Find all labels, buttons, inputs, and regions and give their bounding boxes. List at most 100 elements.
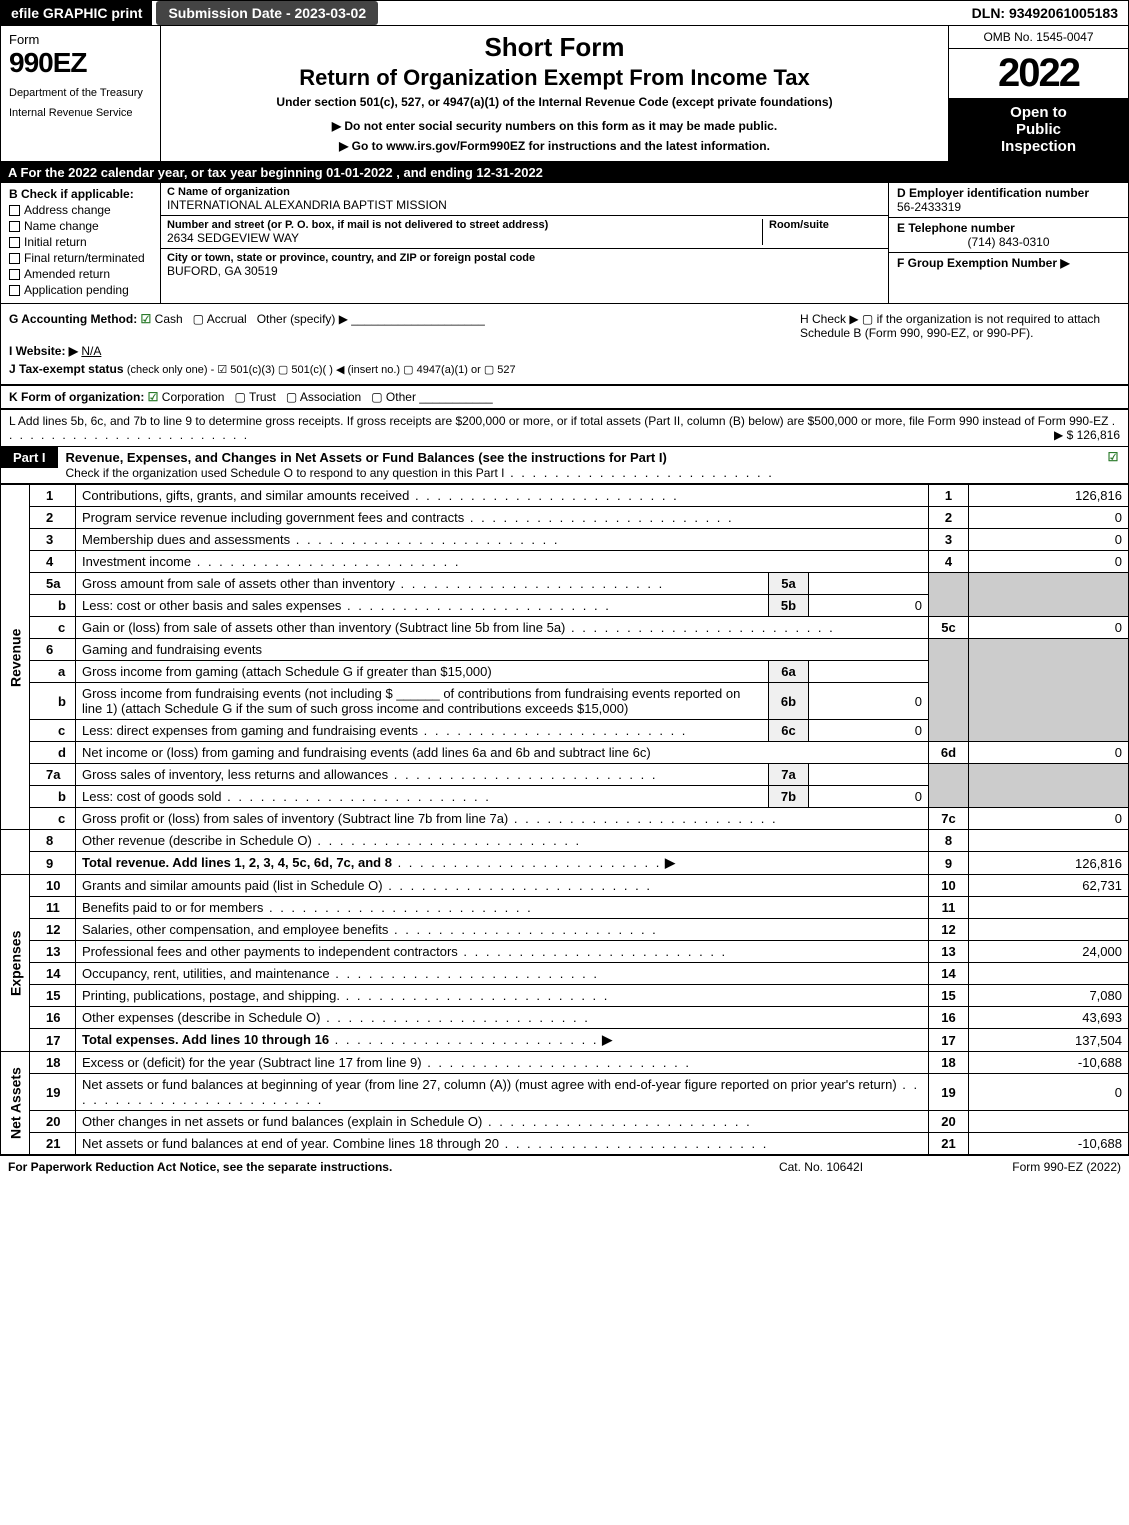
line-3-rval: 0 bbox=[969, 529, 1129, 551]
footer-paperwork: For Paperwork Reduction Act Notice, see … bbox=[8, 1160, 721, 1174]
netassets-side-label: Net Assets bbox=[1, 1052, 30, 1155]
col-def: D Employer identification number 56-2433… bbox=[888, 183, 1128, 303]
line-10-rnum: 10 bbox=[929, 875, 969, 897]
line-8-desc: Other revenue (describe in Schedule O) bbox=[76, 830, 929, 852]
form-id-block: Form 990EZ Department of the Treasury In… bbox=[1, 26, 161, 161]
dln: DLN: 93492061005183 bbox=[962, 1, 1128, 25]
line-9-arrow-icon: ▶ bbox=[665, 855, 675, 870]
header-right-col: OMB No. 1545-0047 2022 Open to Public In… bbox=[948, 26, 1128, 161]
line-7c-rval: 0 bbox=[969, 808, 1129, 830]
cb-address-change-label: Address change bbox=[24, 203, 111, 217]
line-5-shade bbox=[929, 573, 969, 617]
g-accrual: Accrual bbox=[207, 312, 247, 326]
line-12-desc: Salaries, other compensation, and employ… bbox=[76, 919, 929, 941]
g-label: G Accounting Method: bbox=[9, 312, 137, 326]
line-10-desc: Grants and similar amounts paid (list in… bbox=[76, 875, 929, 897]
cb-initial-return-label: Initial return bbox=[24, 235, 87, 249]
line-12-rval bbox=[969, 919, 1129, 941]
city-row: City or town, state or province, country… bbox=[161, 249, 888, 281]
line-17-rnum: 17 bbox=[929, 1029, 969, 1052]
org-name-label: C Name of organization bbox=[167, 186, 882, 198]
cb-final-return-label: Final return/terminated bbox=[24, 251, 145, 265]
footer-catno: Cat. No. 10642I bbox=[721, 1160, 921, 1174]
lines-g-to-l: G Accounting Method: ☑ Cash ▢ Accrual Ot… bbox=[0, 304, 1129, 385]
cb-amended-return[interactable]: Amended return bbox=[9, 267, 152, 281]
line-3-num: 3 bbox=[30, 529, 76, 551]
g-cash-check-icon: ☑ bbox=[141, 312, 152, 326]
part-1-title: Revenue, Expenses, and Changes in Net As… bbox=[58, 447, 1098, 483]
line-l: L Add lines 5b, 6c, and 7b to line 9 to … bbox=[0, 409, 1129, 447]
line-15-rval: 7,080 bbox=[969, 985, 1129, 1007]
form-number: 990EZ bbox=[9, 47, 152, 79]
line-5a-desc: Gross amount from sale of assets other t… bbox=[76, 573, 769, 595]
street-row: Number and street (or P. O. box, if mail… bbox=[161, 216, 888, 249]
ein-label: D Employer identification number bbox=[897, 186, 1120, 200]
line-6d-desc: Net income or (loss) from gaming and fun… bbox=[76, 742, 929, 764]
line-1-rnum: 1 bbox=[929, 485, 969, 507]
line-11-rnum: 11 bbox=[929, 897, 969, 919]
b-header: B Check if applicable: bbox=[9, 187, 152, 201]
line-i: I Website: ▶ N/A bbox=[9, 344, 1120, 358]
line-7b-inum: 7b bbox=[769, 786, 809, 808]
street-label: Number and street (or P. O. box, if mail… bbox=[167, 219, 756, 231]
line-19-desc: Net assets or fund balances at beginning… bbox=[76, 1074, 929, 1111]
line-7a-desc: Gross sales of inventory, less returns a… bbox=[76, 764, 769, 786]
top-bar: efile GRAPHIC print Submission Date - 20… bbox=[0, 0, 1129, 26]
line-5b-inum: 5b bbox=[769, 595, 809, 617]
form-title-block: Short Form Return of Organization Exempt… bbox=[161, 26, 948, 161]
line-16-desc: Other expenses (describe in Schedule O) bbox=[76, 1007, 929, 1029]
line-20-rval bbox=[969, 1111, 1129, 1133]
line-5c-rval: 0 bbox=[969, 617, 1129, 639]
line-5b-num: b bbox=[30, 595, 76, 617]
line-6b-desc: Gross income from fundraising events (no… bbox=[76, 683, 769, 720]
room-label: Room/suite bbox=[769, 219, 882, 231]
cb-app-pending[interactable]: Application pending bbox=[9, 283, 152, 297]
section-bcdef: B Check if applicable: Address change Na… bbox=[0, 183, 1129, 304]
line-5b-ival: 0 bbox=[809, 595, 929, 617]
irs: Internal Revenue Service bbox=[9, 107, 152, 119]
part-1-label: Part I bbox=[1, 447, 58, 468]
line-19-rnum: 19 bbox=[929, 1074, 969, 1111]
line-6-shade bbox=[929, 639, 969, 742]
line-11-num: 11 bbox=[30, 897, 76, 919]
line-3-desc: Membership dues and assessments bbox=[76, 529, 929, 551]
i-website-value: N/A bbox=[81, 344, 101, 358]
cb-name-change[interactable]: Name change bbox=[9, 219, 152, 233]
line-9-num: 9 bbox=[30, 852, 76, 875]
org-name-row: C Name of organization INTERNATIONAL ALE… bbox=[161, 183, 888, 216]
line-5b-desc: Less: cost or other basis and sales expe… bbox=[76, 595, 769, 617]
part-1-header-row: Part I Revenue, Expenses, and Changes in… bbox=[0, 447, 1129, 484]
line-6a-inum: 6a bbox=[769, 661, 809, 683]
col-c-org-info: C Name of organization INTERNATIONAL ALE… bbox=[161, 183, 888, 303]
line-8-rnum: 8 bbox=[929, 830, 969, 852]
line-4-rnum: 4 bbox=[929, 551, 969, 573]
cb-initial-return[interactable]: Initial return bbox=[9, 235, 152, 249]
city-value: BUFORD, GA 30519 bbox=[167, 264, 882, 278]
line-6d-rval: 0 bbox=[969, 742, 1129, 764]
line-1-rval: 126,816 bbox=[969, 485, 1129, 507]
line-21-rval: -10,688 bbox=[969, 1133, 1129, 1155]
line-1-num: 1 bbox=[30, 485, 76, 507]
city-label: City or town, state or province, country… bbox=[167, 252, 882, 264]
cb-final-return[interactable]: Final return/terminated bbox=[9, 251, 152, 265]
cb-address-change[interactable]: Address change bbox=[9, 203, 152, 217]
line-9-rval: 126,816 bbox=[969, 852, 1129, 875]
k-other: Other bbox=[386, 390, 416, 404]
line-13-rnum: 13 bbox=[929, 941, 969, 963]
i-label: I Website: ▶ bbox=[9, 344, 78, 358]
line-21-desc: Net assets or fund balances at end of ye… bbox=[76, 1133, 929, 1155]
line-6c-desc: Less: direct expenses from gaming and fu… bbox=[76, 720, 769, 742]
line-17-arrow-icon: ▶ bbox=[602, 1032, 612, 1047]
part-1-sub: Check if the organization used Schedule … bbox=[66, 466, 505, 480]
line-j: J Tax-exempt status (check only one) - ☑… bbox=[9, 362, 1120, 376]
efile-print-label[interactable]: efile GRAPHIC print bbox=[1, 1, 152, 25]
line-5c-num: c bbox=[30, 617, 76, 639]
j-options: (check only one) - ☑ 501(c)(3) ▢ 501(c)(… bbox=[127, 364, 516, 376]
open-line2: Public bbox=[953, 121, 1124, 138]
line-4-num: 4 bbox=[30, 551, 76, 573]
line-9-rnum: 9 bbox=[929, 852, 969, 875]
line-2-rnum: 2 bbox=[929, 507, 969, 529]
line-12-rnum: 12 bbox=[929, 919, 969, 941]
form-header: Form 990EZ Department of the Treasury In… bbox=[0, 26, 1129, 162]
under-section: Under section 501(c), 527, or 4947(a)(1)… bbox=[171, 95, 938, 109]
